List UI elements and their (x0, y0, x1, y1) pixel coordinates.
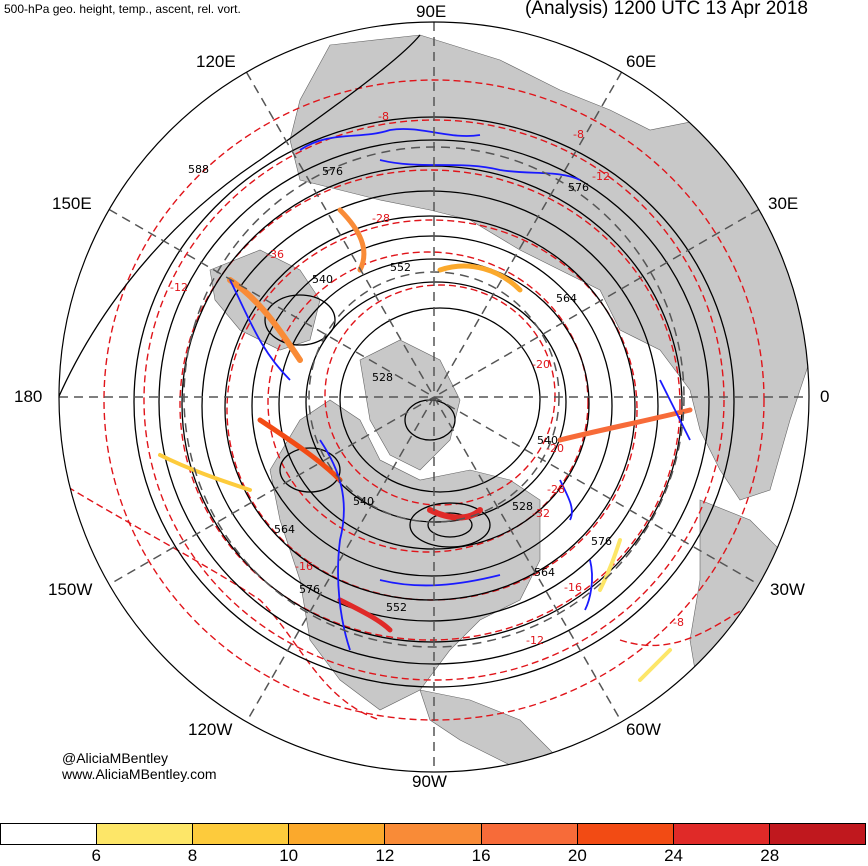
height-contours (59, 34, 735, 688)
colorbar (0, 823, 866, 845)
temp-label: -8 (573, 128, 584, 141)
colorbar-tick-label: 12 (375, 846, 395, 865)
height-label: 564 (556, 292, 577, 305)
credit-handle: @AliciaMBentley (62, 750, 169, 766)
temp-label: -8 (673, 616, 684, 629)
colorbar-tick-label: 10 (279, 846, 299, 865)
colorbar-segment (288, 824, 385, 844)
greenland-land (359, 339, 461, 471)
height-label: 576 (591, 535, 612, 548)
map-field-description: 500-hPa geo. height, temp., ascent, rel.… (4, 2, 241, 16)
lon-label-30e: 30E (768, 194, 799, 213)
lon-label-150e: 150E (52, 194, 92, 213)
lon-label-90w: 90W (412, 772, 447, 791)
lon-label-120e: 120E (196, 52, 236, 71)
colorbar-segment (1, 824, 97, 844)
ascent-contours (229, 128, 691, 651)
lon-label-60e: 60E (626, 52, 657, 71)
lon-label-120w: 120W (188, 720, 233, 739)
temp-label: -20 (532, 358, 550, 371)
map-border (58, 21, 810, 773)
lon-label-30w: 30W (770, 580, 805, 599)
lon-label-90e: 90E (416, 2, 447, 21)
temp-label: -12 (592, 170, 610, 183)
colorbar-segment (480, 824, 577, 844)
credit-site: www.AliciaMBentley.com (62, 766, 217, 782)
height-label-group: 588 576 576 552 540 564 528 540 540 528 … (188, 163, 612, 614)
height-label: 588 (188, 163, 209, 176)
height-label: 576 (299, 583, 320, 596)
colorbar-segment (192, 824, 289, 844)
temp-label: -32 (532, 507, 550, 520)
colorbar-tick-label: 24 (664, 846, 684, 865)
africa-land (689, 499, 801, 741)
lat-lon-grid (59, 22, 809, 772)
colorbar-tick-label: 8 (187, 846, 198, 865)
height-label: 564 (274, 523, 295, 536)
temp-label: -20 (546, 442, 564, 455)
temp-label: -12 (526, 634, 544, 647)
temp-label: -28 (547, 483, 565, 496)
temp-label: -16 (295, 560, 313, 573)
height-label: 540 (312, 273, 333, 286)
central-america-land (419, 689, 561, 772)
colorbar-tick-label: 20 (567, 846, 587, 865)
height-label: 540 (353, 495, 374, 508)
polar-stereographic-map: 588 576 576 552 540 564 528 540 540 528 … (58, 21, 810, 773)
height-label: 552 (386, 601, 407, 614)
analysis-time-title: (Analysis) 1200 UTC 13 Apr 2018 (524, 0, 808, 19)
temp-label: -28 (372, 212, 390, 225)
temp-label-group: -8 -8 -12 -28 -36 -20 -20 -28 -32 -16 -1… (170, 110, 684, 647)
colorbar-segment (96, 824, 193, 844)
colorbar-segment (768, 824, 865, 844)
colorbar-tick-label: 6 (91, 846, 101, 865)
height-label: 564 (534, 566, 555, 579)
colorbar-tick-label: 16 (471, 846, 491, 865)
lon-label-60w: 60W (626, 720, 661, 739)
colorbar-tick-label: 28 (760, 846, 780, 865)
lon-label-0: 0 (820, 387, 830, 406)
colorbar-segment (672, 824, 769, 844)
height-label: 576 (322, 165, 343, 178)
colorbar-segment (384, 824, 481, 844)
colorbar-segment (576, 824, 673, 844)
height-label: 528 (512, 500, 533, 513)
temp-label: -36 (266, 248, 284, 261)
lon-label-150w: 150W (48, 580, 93, 599)
lon-label-180: 180 (14, 387, 43, 406)
temp-label: -16 (564, 581, 582, 594)
height-label: 552 (390, 261, 411, 274)
height-label: 540 (537, 434, 558, 447)
temp-label: -12 (170, 281, 188, 294)
height-label: 576 (568, 181, 589, 194)
temp-label: -8 (378, 110, 389, 123)
height-label: 528 (372, 371, 393, 384)
